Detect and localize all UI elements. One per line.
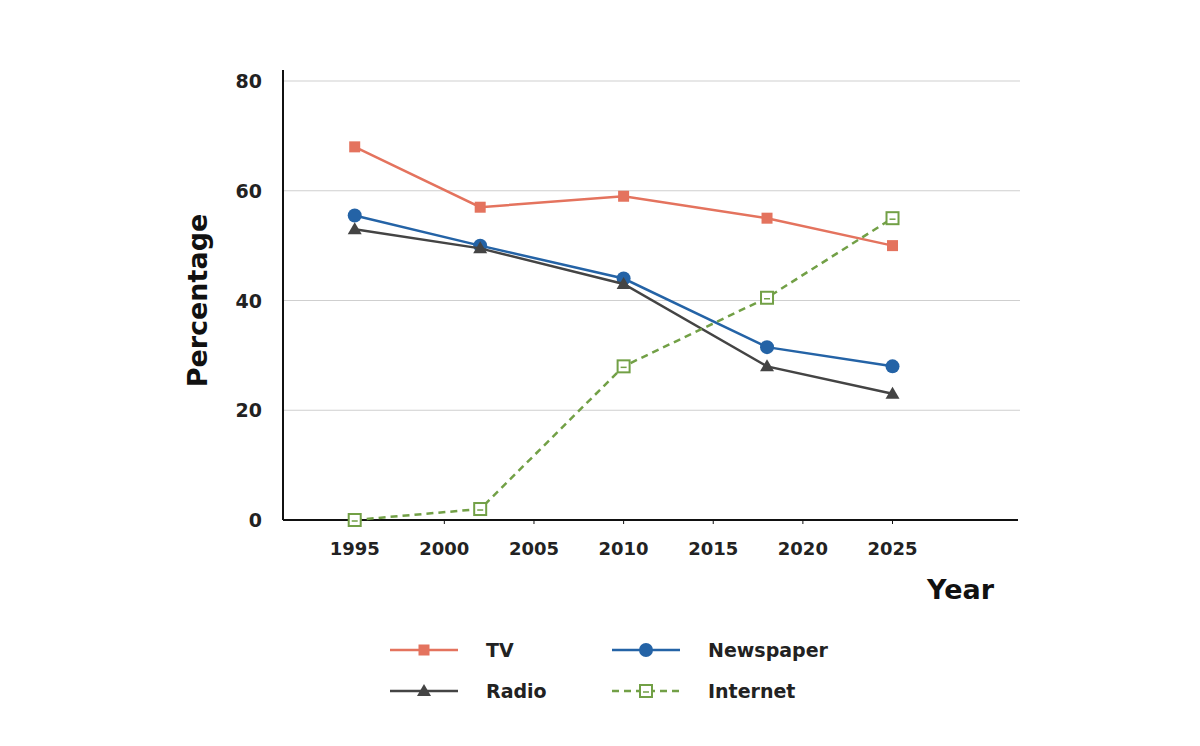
x-axis	[283, 519, 1018, 521]
point-marker	[349, 514, 361, 526]
x-tick-label: 2025	[867, 538, 917, 559]
x-tick-label: 2010	[599, 538, 649, 559]
series-line	[355, 218, 893, 520]
legend-marker	[417, 684, 431, 696]
y-axis	[282, 70, 284, 520]
point-marker	[761, 292, 773, 304]
marker-detail	[352, 520, 358, 522]
series	[348, 222, 900, 399]
point-marker	[887, 240, 898, 251]
point-marker	[475, 202, 486, 213]
point-marker	[473, 241, 487, 253]
point-marker	[618, 360, 630, 372]
legend-label: Radio	[486, 680, 547, 702]
x-axis-label: Year	[926, 574, 995, 605]
point-marker	[760, 359, 774, 371]
point-marker	[762, 213, 773, 224]
marker-detail	[764, 298, 770, 300]
legend-marker	[639, 643, 653, 657]
legend-label: TV	[486, 639, 514, 661]
y-tick-label: 20	[236, 399, 262, 421]
grid	[283, 81, 1020, 410]
series	[349, 212, 899, 526]
series-line	[355, 147, 893, 246]
x-tick-label: 2015	[688, 538, 738, 559]
series	[348, 208, 900, 373]
series-line	[355, 229, 893, 394]
legend: TV Newspaper Radio Internet	[390, 639, 829, 702]
marker-detail	[890, 218, 896, 220]
point-marker	[618, 191, 629, 202]
y-tick-label: 40	[236, 290, 262, 312]
legend-label: Internet	[708, 680, 795, 702]
grid-line	[283, 190, 1020, 191]
marker-detail	[621, 367, 627, 369]
point-marker	[886, 387, 900, 399]
y-axis-label: Percentage	[182, 214, 213, 388]
point-marker	[349, 141, 360, 152]
plot-area	[348, 141, 900, 526]
point-marker	[473, 239, 487, 253]
y-tick-label: 80	[236, 70, 262, 92]
grid-line	[283, 81, 1020, 82]
point-marker	[348, 208, 362, 222]
point-marker	[617, 277, 631, 289]
x-tick-label: 1995	[330, 538, 380, 559]
y-tick-label: 60	[236, 180, 262, 202]
point-marker	[887, 212, 899, 224]
marker-detail	[643, 691, 649, 693]
point-marker	[760, 340, 774, 354]
series-line	[355, 215, 893, 366]
legend-marker	[419, 645, 430, 656]
legend-label: Newspaper	[708, 639, 829, 661]
point-marker	[348, 222, 362, 234]
legend-marker	[640, 685, 652, 697]
y-tick-label: 0	[249, 509, 262, 531]
grid-line	[283, 410, 1020, 411]
marker-detail	[477, 509, 483, 511]
x-tick-label: 2000	[419, 538, 469, 559]
x-tick-label: 2005	[509, 538, 559, 559]
chart: 0 20 40 60 80 1995 2000 2005 2010 2015 2020 2025 Per…	[0, 0, 1200, 746]
point-marker	[886, 359, 900, 373]
point-marker	[474, 503, 486, 515]
x-tick-label: 2020	[778, 538, 828, 559]
